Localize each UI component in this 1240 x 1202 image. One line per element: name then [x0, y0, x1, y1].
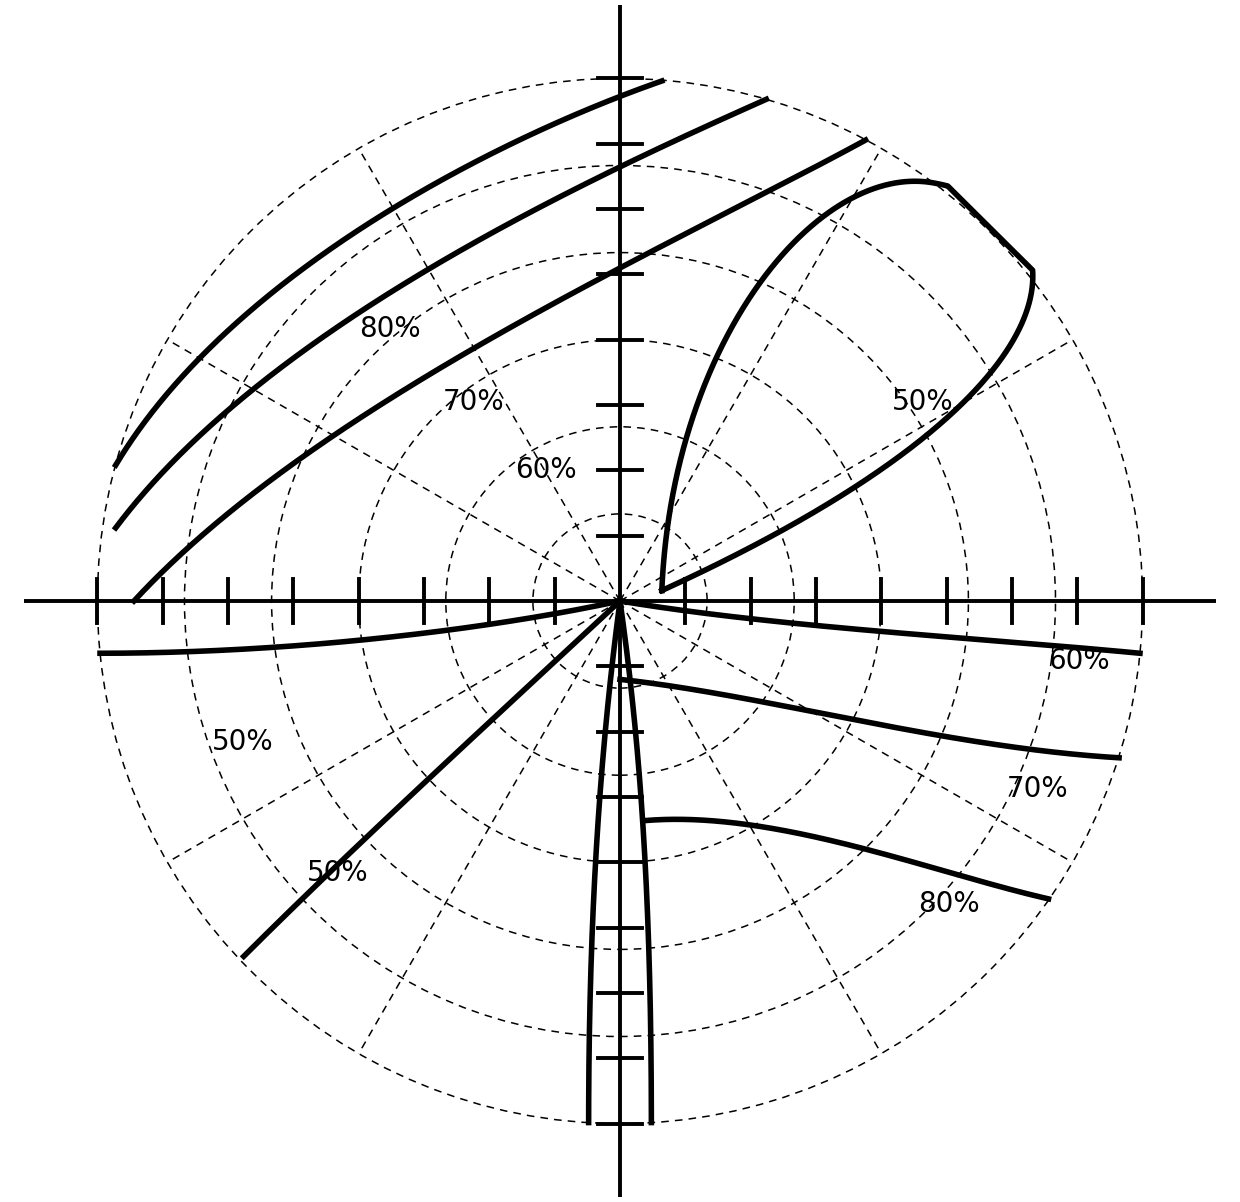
- Text: 60%: 60%: [1049, 647, 1110, 676]
- Text: 50%: 50%: [212, 728, 274, 756]
- Text: 80%: 80%: [918, 891, 980, 918]
- Text: 70%: 70%: [1007, 775, 1069, 803]
- Text: 70%: 70%: [443, 388, 503, 416]
- Text: 80%: 80%: [358, 315, 420, 344]
- Text: 60%: 60%: [516, 457, 577, 484]
- Text: 50%: 50%: [306, 858, 368, 887]
- Text: 50%: 50%: [892, 388, 954, 416]
